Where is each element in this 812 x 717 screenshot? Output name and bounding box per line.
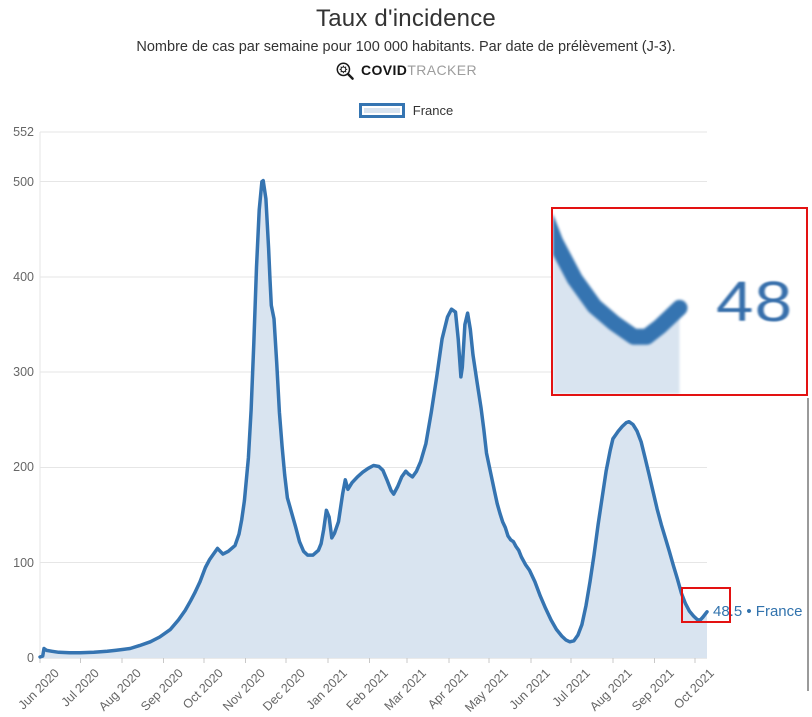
y-axis-label: 0 [27,651,34,665]
chart-subtitle: Nombre de cas par semaine pour 100 000 h… [136,39,676,55]
brand-logo: COVIDTRACKER [0,60,812,82]
zoom-inset-value: 48 [716,270,794,334]
y-axis-label: 200 [13,460,34,475]
legend-item-france[interactable]: France [412,103,454,118]
brand-name-light: TRACKER [407,62,478,78]
y-axis-label: 100 [13,555,34,570]
brand-name-bold: COVID [360,62,408,78]
zoom-inset-panel: 48 [551,207,808,396]
page-title: Taux d'incidence [316,5,496,32]
container-right-border [807,398,809,691]
virus-magnifier-icon [335,61,355,81]
legend: France [0,103,812,118]
legend-swatch-france[interactable] [358,103,405,118]
y-axis-label: 500 [13,174,34,189]
y-axis-label: 300 [13,365,34,380]
y-axis-label: 400 [13,269,34,284]
highlight-box [681,587,731,623]
series-end-value-label: 48.5 • France [713,603,803,620]
y-axis-label: 552 [13,124,34,139]
